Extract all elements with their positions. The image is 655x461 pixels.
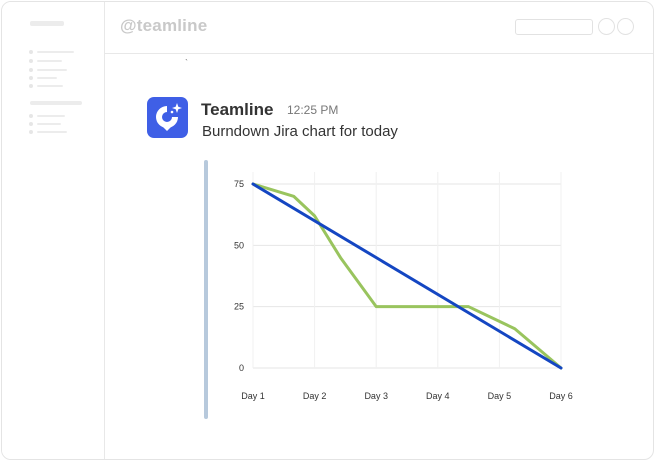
- y-tick-label: 25: [234, 302, 244, 312]
- x-tick-label: Day 4: [426, 391, 450, 401]
- sidebar-item-dot[interactable]: [29, 50, 33, 54]
- sidebar-item-dot[interactable]: [29, 114, 33, 118]
- chart-grid: [252, 172, 562, 369]
- series-line-ideal: [251, 182, 563, 370]
- chart-series: [251, 182, 563, 370]
- sidebar-item-dot[interactable]: [29, 130, 33, 134]
- x-tick-label: Day 1: [241, 391, 265, 401]
- sidebar-item-dot[interactable]: [29, 76, 33, 80]
- sidebar-item-dot[interactable]: [29, 59, 33, 63]
- message-sender[interactable]: Teamline: [201, 100, 274, 119]
- x-tick-label: Day 5: [488, 391, 512, 401]
- series-line-actual: [251, 182, 563, 370]
- sidebar-item-placeholder[interactable]: [37, 85, 63, 87]
- sidebar-item-dot[interactable]: [29, 68, 33, 72]
- search-input[interactable]: [515, 19, 593, 35]
- sidebar-item-dot[interactable]: [29, 122, 33, 126]
- sidebar-header-placeholder: [30, 21, 64, 26]
- header-action-button[interactable]: [598, 18, 615, 35]
- sidebar: [2, 2, 105, 459]
- y-tick-label: 75: [234, 179, 244, 189]
- x-tick-label: Day 3: [364, 391, 388, 401]
- message-text: Burndown Jira chart for today: [202, 123, 398, 140]
- x-tick-label: Day 2: [303, 391, 327, 401]
- sidebar-item-placeholder[interactable]: [37, 77, 57, 79]
- chart-x-axis: Day 1 Day 2 Day 3 Day 4 Day 5 Day 6: [241, 391, 573, 401]
- sidebar-item-dot[interactable]: [29, 84, 33, 88]
- sidebar-item-placeholder[interactable]: [37, 115, 65, 117]
- y-tick-label: 50: [234, 240, 244, 250]
- y-tick-label: 0: [239, 363, 244, 373]
- sidebar-item-placeholder[interactable]: [37, 51, 74, 53]
- sidebar-item-placeholder[interactable]: [37, 123, 61, 125]
- x-tick-label: Day 6: [549, 391, 573, 401]
- chart-y-axis: 0 25 50 75: [234, 179, 244, 373]
- sidebar-item-placeholder[interactable]: [37, 131, 67, 133]
- channel-header: @teamline: [105, 2, 653, 54]
- sidebar-item-placeholder[interactable]: [37, 60, 62, 62]
- teamline-logo-icon-glyph: [156, 103, 182, 131]
- channel-name: @teamline: [120, 16, 208, 35]
- teamline-logo-icon[interactable]: [147, 97, 188, 138]
- sidebar-item-placeholder[interactable]: [37, 69, 67, 71]
- stray-mark: `: [185, 58, 188, 68]
- header-action-button[interactable]: [617, 18, 634, 35]
- attachment-bar: [204, 160, 208, 419]
- sidebar-section-placeholder: [30, 101, 82, 105]
- message-timestamp: 12:25 PM: [287, 103, 339, 117]
